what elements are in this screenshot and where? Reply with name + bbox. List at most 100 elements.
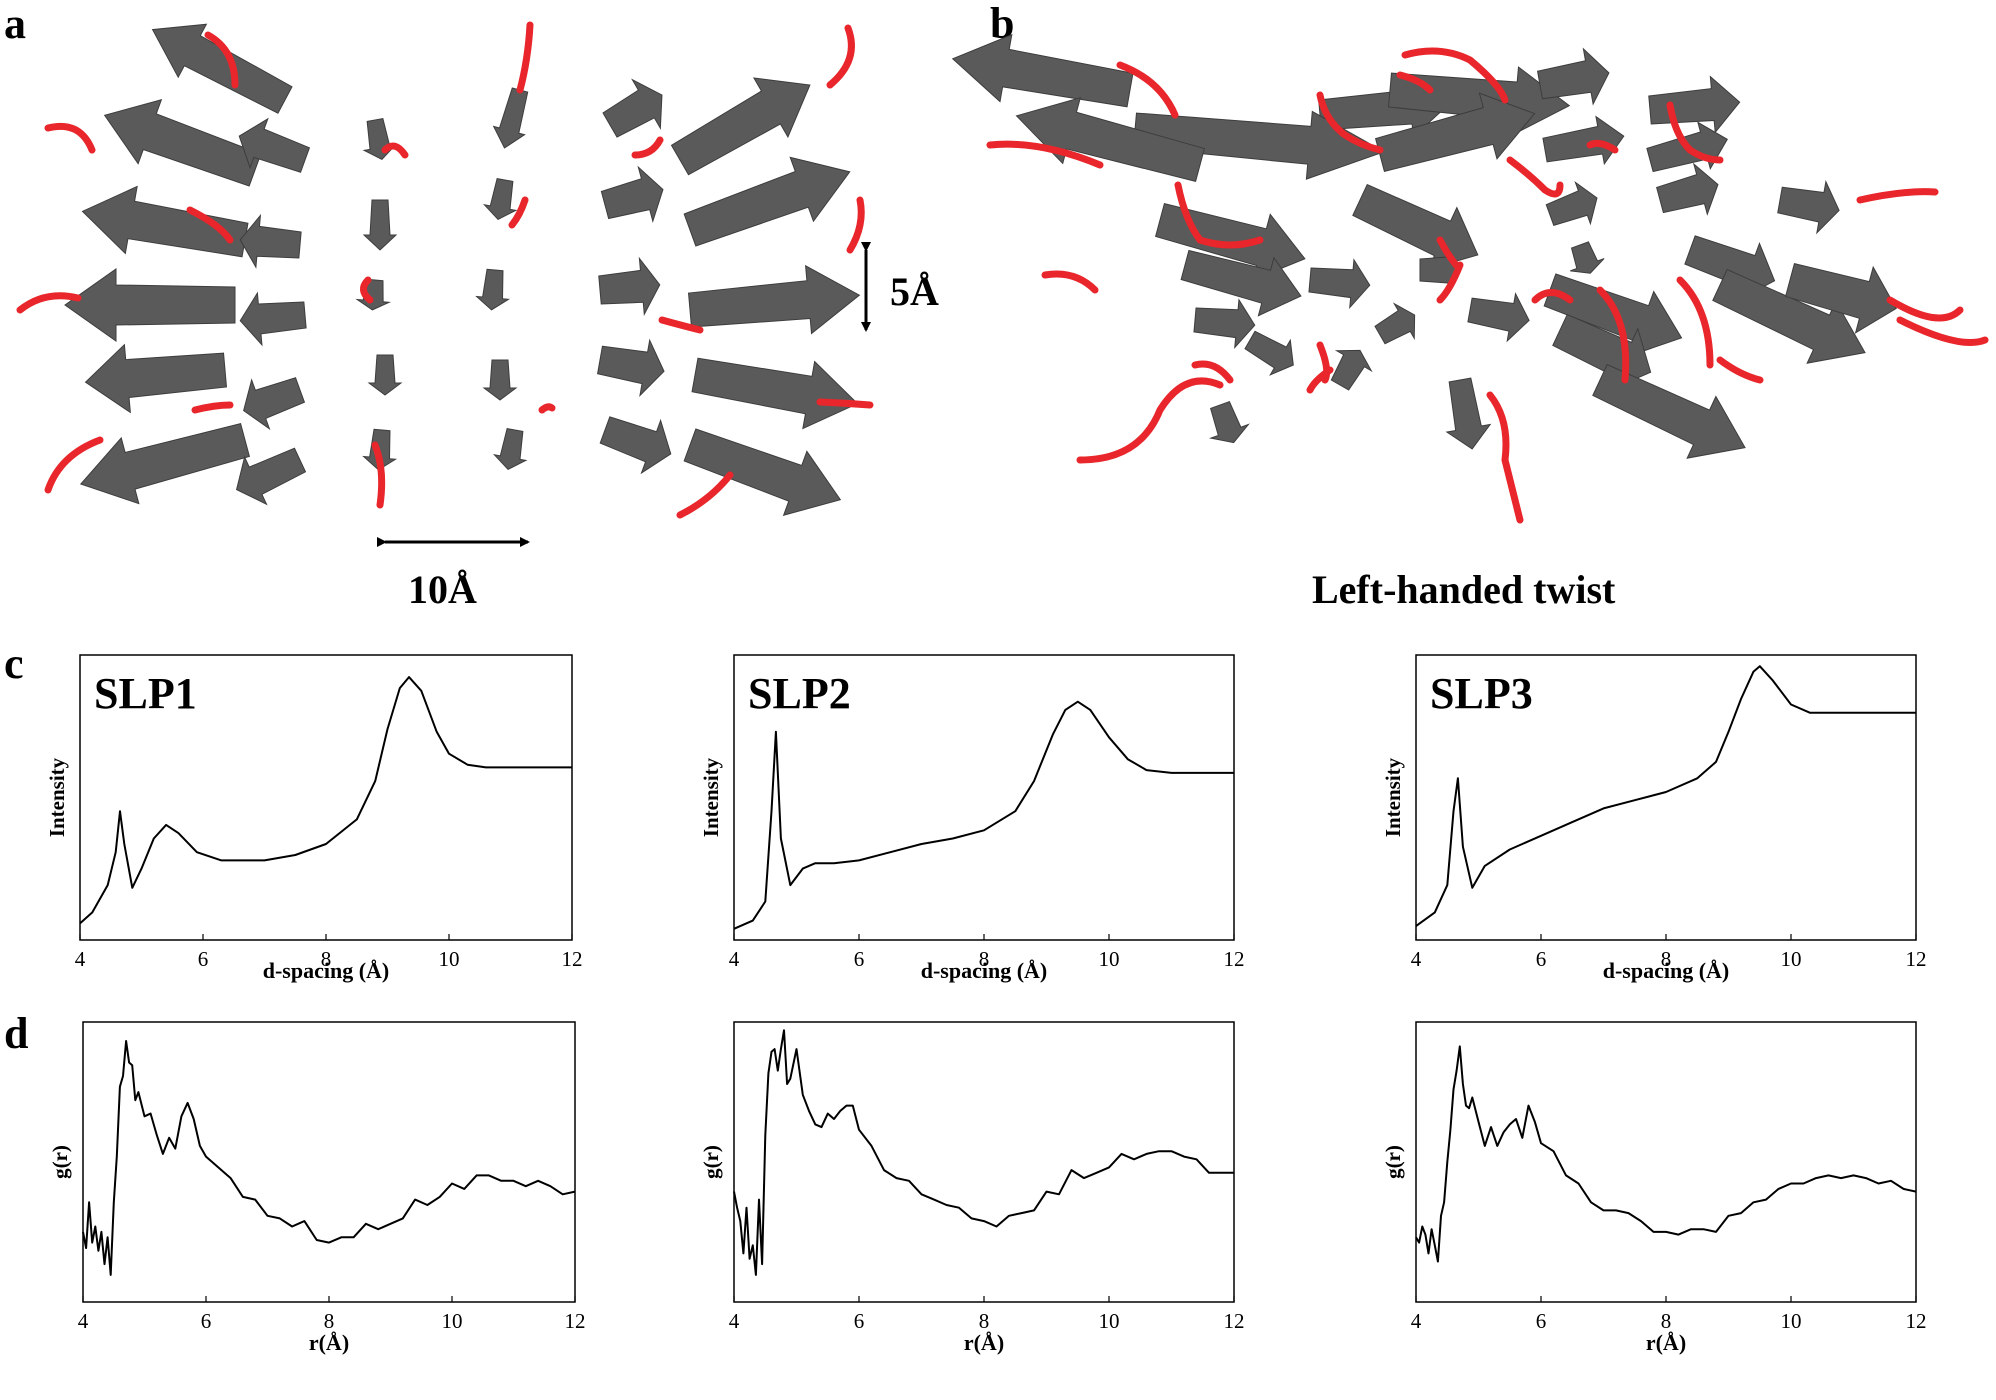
beta-strand (1467, 292, 1530, 343)
strand-ribbon (1193, 298, 1256, 350)
scale-label-10A: 10Å (408, 567, 477, 612)
x-tick-label: 8 (1661, 947, 1672, 971)
beta-strand (482, 359, 518, 401)
panel-b-beta-strands (951, 33, 1897, 459)
beta-strand (1208, 400, 1250, 444)
x-axis-label: r(Å) (1646, 1330, 1686, 1355)
strand-ribbon (239, 213, 302, 269)
sample-label: SLP2 (748, 669, 851, 718)
panel-a-coils (16, 21, 874, 519)
x-tick-label: 12 (1224, 947, 1245, 971)
beta-strand (1308, 258, 1371, 310)
x-tick-label: 6 (201, 1309, 212, 1333)
beta-strand (79, 422, 251, 505)
plot-c-slp3: 4 6 8 10 12 d-spacing (Å) Intensity SLP3 (1381, 654, 1927, 983)
coil-segment (44, 122, 96, 154)
series-line (1415, 1045, 1917, 1263)
beta-strand (1536, 47, 1610, 106)
beta-strand (683, 156, 851, 247)
x-tick-label: 4 (1411, 1309, 1422, 1333)
beta-strand (243, 377, 306, 431)
strand-ribbon (475, 268, 511, 311)
plot-d-4: 4 6 8 10 12 r(Å) g(r) (699, 1021, 1245, 1355)
beta-strand (1712, 268, 1866, 364)
strand-ribbon (1656, 162, 1719, 216)
x-tick-label: 12 (1224, 1309, 1245, 1333)
coil-segment (1896, 316, 1989, 346)
coil-segment (1676, 276, 1714, 369)
y-axis-label: Intensity (45, 757, 69, 837)
coil-segment (826, 24, 855, 89)
coil-segment (1116, 61, 1179, 119)
beta-strand (951, 33, 1134, 108)
strand-ribbon (492, 428, 528, 471)
x-tick-label: 8 (321, 947, 332, 971)
plot-d-5: 4 6 8 10 12 r(Å) g(r) (1381, 1021, 1927, 1355)
strand-ribbon (1374, 92, 1536, 173)
strand-ribbon (79, 422, 251, 505)
panel-label-d: d (4, 1009, 29, 1058)
y-axis-label: g(r) (1381, 1145, 1405, 1179)
coil-segment (516, 21, 534, 94)
strand-ribbon (1330, 349, 1373, 391)
x-tick-label: 4 (75, 947, 86, 971)
strand-ribbon (81, 185, 249, 258)
strand-ribbon (1777, 180, 1840, 235)
x-tick-label: 10 (442, 1309, 463, 1333)
coil-segment (204, 31, 239, 89)
coil-segment (1886, 296, 1964, 322)
coil-segment (1666, 101, 1724, 164)
strand-ribbon (598, 256, 661, 316)
coil-segment (1316, 341, 1331, 384)
strand-ribbon (151, 23, 293, 114)
x-tick-label: 4 (729, 1309, 740, 1333)
coil-segment (371, 441, 386, 509)
strand-ribbon (482, 178, 518, 221)
x-tick-label: 10 (439, 947, 460, 971)
strand-ribbon (1208, 400, 1250, 444)
coil-segment (1076, 377, 1224, 464)
strand-ribbon (492, 87, 529, 149)
beta-strand (64, 268, 236, 342)
x-tick-label: 10 (1099, 947, 1120, 971)
x-axis-label: d-spacing (Å) (921, 958, 1048, 983)
plot-c-slp1: 4 6 8 10 12 d-spacing (Å) Intensity SLP1 (45, 654, 583, 983)
coil-segment (1191, 360, 1234, 384)
beta-strand (1374, 92, 1536, 173)
coil-segment (1486, 391, 1524, 524)
strand-ribbon (596, 338, 665, 397)
coil-segment (1306, 366, 1334, 394)
coil-segment (658, 316, 704, 334)
coil-segment (538, 403, 556, 414)
beta-strand (1015, 97, 1206, 183)
beta-strand (1592, 363, 1746, 459)
x-tick-label: 8 (979, 947, 990, 971)
y-axis-label: g(r) (48, 1145, 72, 1179)
beta-strand (235, 447, 307, 506)
x-tick-label: 12 (1906, 1309, 1927, 1333)
beta-strand (1374, 302, 1416, 345)
beta-strand (600, 165, 664, 223)
beta-strand (367, 354, 403, 396)
strand-ribbon (243, 377, 306, 431)
beta-strand (362, 199, 398, 251)
x-tick-label: 6 (854, 947, 865, 971)
strand-ribbon (1180, 249, 1302, 317)
series-line (82, 1040, 576, 1276)
x-tick-label: 12 (562, 947, 583, 971)
beta-strand (1784, 262, 1897, 334)
plot-d-3: 4 6 8 10 12 r(Å) g(r) (48, 1021, 586, 1355)
strand-ribbon (951, 33, 1134, 108)
coil-segment (1174, 181, 1264, 249)
plot-frame (1415, 1021, 1917, 1303)
beta-strand (670, 77, 811, 176)
x-tick-label: 4 (78, 1309, 89, 1333)
coil-segment (1316, 91, 1384, 154)
coil-segment (508, 196, 529, 229)
strand-ribbon (103, 99, 262, 187)
strand-ribbon (1712, 268, 1866, 364)
strand-ribbon (1374, 302, 1416, 345)
plot-c-slp2: 4 6 8 10 12 d-spacing (Å) Intensity SLP2 (699, 654, 1245, 983)
